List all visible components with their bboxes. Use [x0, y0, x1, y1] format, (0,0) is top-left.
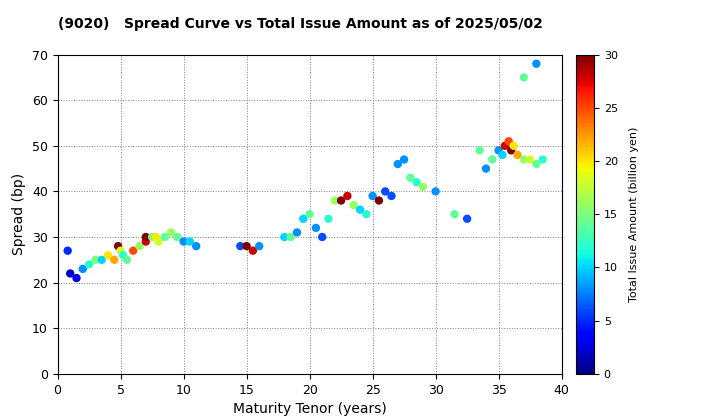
Point: [184, 238, 196, 245]
Point: [146, 234, 158, 240]
Point: [329, 197, 341, 204]
Point: [140, 238, 151, 245]
Point: [127, 247, 139, 254]
Point: [348, 202, 359, 208]
Point: [121, 257, 132, 263]
Point: [480, 165, 492, 172]
Point: [430, 188, 441, 195]
Point: [285, 234, 297, 240]
Point: [531, 161, 542, 168]
Point: [497, 152, 508, 158]
Point: [361, 211, 372, 218]
Point: [240, 243, 252, 249]
Point: [317, 234, 328, 240]
Point: [531, 60, 542, 67]
Point: [487, 156, 498, 163]
Y-axis label: Total Issue Amount (billion yen): Total Issue Amount (billion yen): [629, 126, 639, 302]
Point: [462, 215, 473, 222]
Point: [159, 234, 171, 240]
Point: [112, 243, 124, 249]
Point: [505, 147, 517, 154]
Point: [474, 147, 485, 154]
Point: [178, 238, 189, 245]
Point: [354, 206, 366, 213]
Point: [518, 156, 529, 163]
Point: [499, 142, 510, 149]
Point: [379, 188, 391, 195]
Point: [153, 238, 164, 245]
Point: [190, 243, 202, 249]
Point: [411, 179, 423, 186]
Point: [304, 211, 315, 218]
Point: [398, 156, 410, 163]
Point: [96, 257, 107, 263]
Point: [417, 184, 428, 190]
Point: [405, 174, 416, 181]
Point: [336, 197, 347, 204]
Point: [524, 156, 536, 163]
Point: [386, 193, 397, 199]
Point: [366, 193, 379, 199]
Point: [165, 229, 176, 236]
Point: [140, 234, 151, 240]
Point: [537, 156, 549, 163]
Point: [449, 211, 460, 218]
Point: [102, 252, 114, 259]
Text: (9020)   Spread Curve vs Total Issue Amount as of 2025/05/02: (9020) Spread Curve vs Total Issue Amoun…: [58, 17, 542, 31]
Point: [89, 257, 101, 263]
Point: [77, 265, 89, 272]
Point: [503, 138, 514, 144]
Point: [323, 215, 334, 222]
Point: [235, 243, 246, 249]
Point: [150, 234, 161, 240]
Point: [512, 152, 523, 158]
Point: [341, 193, 353, 199]
Point: [84, 261, 95, 268]
Point: [253, 243, 265, 249]
Point: [297, 215, 309, 222]
Point: [492, 147, 504, 154]
Point: [71, 275, 82, 281]
Y-axis label: Spread (bp): Spread (bp): [12, 173, 27, 255]
Point: [65, 270, 76, 277]
Point: [109, 257, 120, 263]
Point: [392, 161, 403, 168]
Point: [171, 234, 183, 240]
Point: [62, 247, 73, 254]
Point: [291, 229, 302, 236]
Point: [310, 225, 322, 231]
Point: [508, 142, 519, 149]
Point: [115, 247, 127, 254]
Point: [247, 247, 258, 254]
Point: [373, 197, 384, 204]
X-axis label: Maturity Tenor (years): Maturity Tenor (years): [233, 402, 387, 416]
Point: [117, 252, 129, 259]
Point: [279, 234, 290, 240]
Point: [134, 243, 145, 249]
Point: [518, 74, 529, 81]
